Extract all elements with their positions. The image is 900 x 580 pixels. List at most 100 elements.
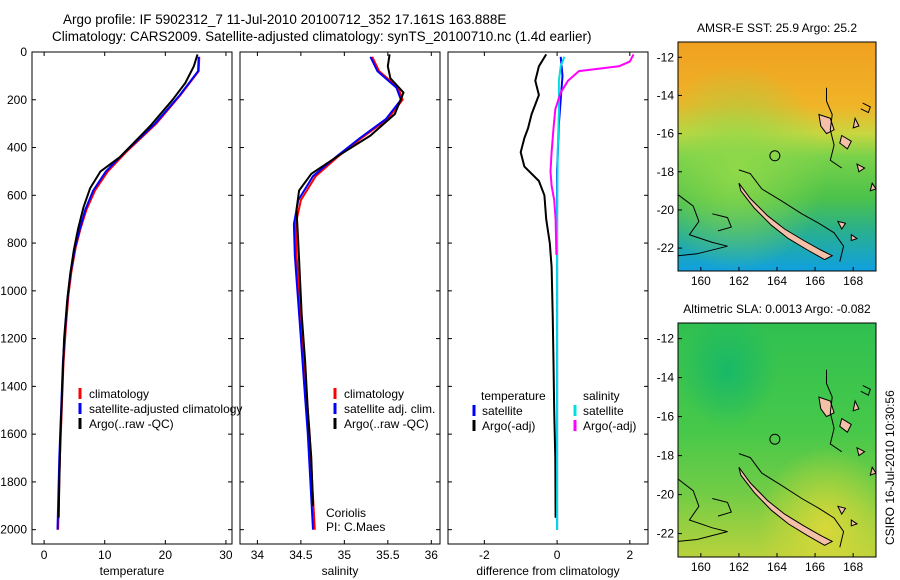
sst-xtick-label: 162 (729, 274, 749, 288)
sst-contour-line (860, 102, 871, 114)
figure-title-line2: Climatology: CARS2009. Satellite-adjuste… (52, 29, 592, 44)
temp-legend-label: satellite-adjusted climatology (89, 402, 242, 416)
diff-series-salinity-satellite (556, 56, 566, 530)
diff-legend-header-sal: salinity (583, 389, 620, 403)
diff-xtick-label: 2 (626, 548, 633, 562)
sst-map-title: AMSR-E SST: 25.9 Argo: 25.2 (697, 21, 857, 35)
temp-legend-label: Argo(..raw -QC) (89, 417, 174, 431)
sal-legend-label: Argo(..raw -QC) (344, 417, 429, 431)
diff-axes (447, 51, 649, 545)
sst-frame (677, 41, 877, 272)
sla-vanuatu-island (839, 417, 852, 433)
sla-contour-line (860, 384, 871, 396)
sst-contour-line (677, 194, 728, 257)
sla-xtick-label: 166 (805, 560, 825, 574)
depth-tick-label: 1800 (0, 475, 27, 489)
temp-xtick-label: 30 (219, 548, 233, 562)
sst-ytick-label: -20 (657, 203, 675, 217)
temp-series-argo-raw-qc- (57, 54, 199, 518)
diff-series-salinity-argo-adj- (549, 53, 635, 256)
sal-annotation: Coriolis (326, 506, 366, 520)
sla-field-texture-b (678, 323, 876, 557)
sst-contour-line (826, 87, 842, 169)
sal-annotation: PI: C.Maes (326, 520, 385, 534)
depth-tick-label: 1200 (0, 332, 27, 346)
sla-new-caledonia-island (738, 467, 834, 546)
sla-xtick-label: 164 (767, 560, 787, 574)
sst-contour-line (738, 169, 845, 262)
sst-xtick-label: 160 (691, 274, 711, 288)
sla-xtick-label: 162 (729, 560, 749, 574)
sst-ytick-label: -22 (657, 241, 675, 255)
diff-legend-header-temp: temperature (481, 389, 546, 403)
diff-legend-label: Argo(-adj) (583, 419, 636, 433)
sst-xtick-label: 166 (805, 274, 825, 288)
sst-ytick-label: -12 (657, 50, 675, 64)
depth-tick-label: 0 (20, 45, 27, 59)
sst-map: AMSR-E SST: 25.9 Argo: 25.2 160 162 164 166 1… (657, 21, 877, 288)
depth-tick-label: 1000 (0, 284, 27, 298)
sla-vanuatu-island (869, 466, 877, 476)
depth-tick-label: 400 (7, 141, 27, 155)
sst-vanuatu-island (869, 181, 877, 192)
diff-series-temperature-argo-adj- (519, 53, 557, 518)
depth-tick-label: 200 (7, 93, 27, 107)
sal-legend-label: climatology (344, 387, 404, 401)
sla-xtick-label: 160 (691, 560, 711, 574)
diff-xlabel: difference from climatology (476, 564, 619, 578)
sst-vanuatu-island (839, 134, 852, 150)
temp-xtick-label: 0 (41, 548, 48, 562)
sst-loyalty-island (836, 220, 847, 230)
sla-ytick-label: -20 (657, 488, 675, 502)
sst-vanuatu-island (856, 163, 866, 173)
sst-ytick-label: -18 (657, 165, 675, 179)
temp-legend-label: climatology (89, 387, 149, 401)
sla-vanuatu-island (856, 446, 866, 457)
sst-field-texture (678, 42, 876, 271)
depth-tick-label: 1600 (0, 427, 27, 441)
csiro-stamp: CSIRO 16-Jul-2010 10:30:56 (883, 390, 897, 545)
diff-legend-label: satellite (583, 404, 624, 418)
diff-legend: temperature salinitysatelliteArgo(-adj)sa… (472, 389, 636, 433)
sst-ytick-label: -14 (657, 88, 675, 102)
sla-loyalty-island (836, 505, 847, 516)
sal-xtick-label: 34 (251, 548, 265, 562)
diff-xtick-label: 0 (554, 548, 561, 562)
sst-new-caledonia-island (738, 182, 834, 261)
sal-xtick-label: 34.5 (289, 548, 313, 562)
depth-tick-label: 800 (7, 236, 27, 250)
sla-contour-line (738, 453, 845, 548)
sla-argo-position-marker (769, 433, 781, 445)
depth-tick-label: 2000 (0, 523, 27, 537)
depth-tick-label: 1400 (0, 379, 27, 393)
temp-xtick-label: 20 (159, 548, 173, 562)
sst-loyalty-island (850, 233, 859, 242)
sst-argo-position-marker (769, 150, 781, 162)
sst-vanuatu-island (852, 116, 860, 129)
sal-xtick-label: 35.5 (376, 548, 400, 562)
sla-contour-line (677, 478, 728, 542)
sal-xtick-label: 35 (338, 548, 352, 562)
sla-ytick-label: -22 (657, 527, 675, 541)
sst-xtick-label: 164 (767, 274, 787, 288)
sla-xtick-label: 168 (843, 560, 863, 574)
sla-map-title: Altimetric SLA: 0.0013 Argo: -0.082 (683, 302, 871, 316)
sla-loyalty-island (850, 519, 859, 527)
sla-ytick-label: -14 (657, 371, 675, 385)
sla-ytick-label: -18 (657, 449, 675, 463)
sla-frame (677, 322, 877, 558)
sla-ytick-label: -12 (657, 332, 675, 346)
diff-legend-label: Argo(-adj) (482, 419, 535, 433)
sla-contour-line (712, 498, 732, 517)
sal-legend-label: satellite adj. clim. (344, 402, 435, 416)
temp-xtick-label: 10 (98, 548, 112, 562)
temp-xlabel: temperature (100, 564, 165, 578)
sst-ytick-label: -16 (657, 127, 675, 141)
sla-map: Altimetric SLA: 0.0013 Argo: -0.082 160 16… (657, 302, 877, 574)
sla-contour-line (826, 369, 842, 453)
sal-axes (239, 51, 441, 545)
figure-title-line1: Argo profile: IF 5902312_7 11-Jul-2010 2… (63, 12, 507, 27)
